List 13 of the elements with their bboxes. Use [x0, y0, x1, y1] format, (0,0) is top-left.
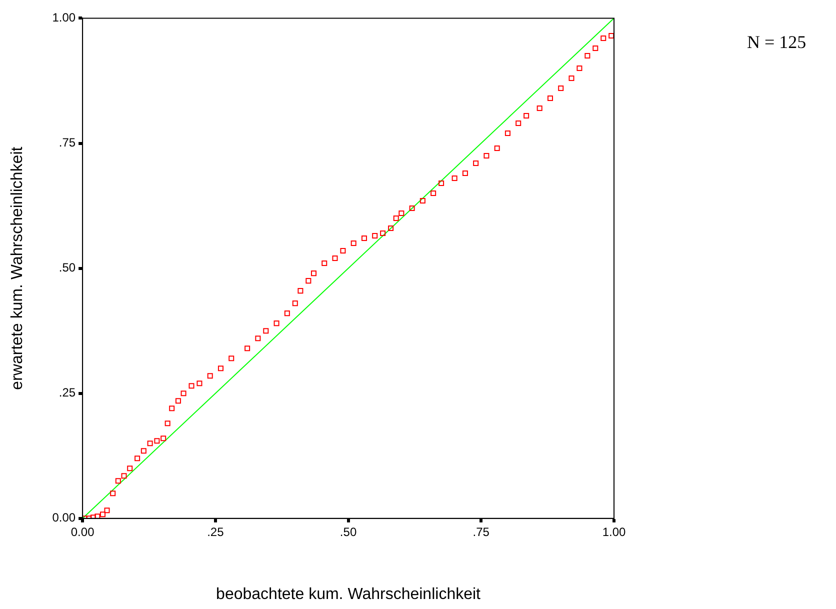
y-tick-label: 1.00: [52, 10, 76, 25]
y-tick-label: 0.00: [52, 510, 76, 525]
x-axis-title: beobachtete kum. Wahrscheinlichkeit: [216, 586, 482, 603]
y-tick-label: .75: [58, 136, 76, 150]
y-axis-title: erwartete kum. Wahrscheinlichkeit: [9, 146, 26, 390]
text: N = 125: [747, 32, 806, 52]
x-tick-label: .25: [207, 524, 224, 539]
x-tick-label: 0.00: [70, 524, 95, 539]
x-tick-label: .75: [472, 524, 490, 539]
x-tick-label: 1.00: [602, 524, 626, 539]
y-tick-label: .50: [58, 260, 76, 275]
x-tick-label: .50: [340, 524, 357, 539]
y-tick-label: .25: [58, 386, 76, 400]
